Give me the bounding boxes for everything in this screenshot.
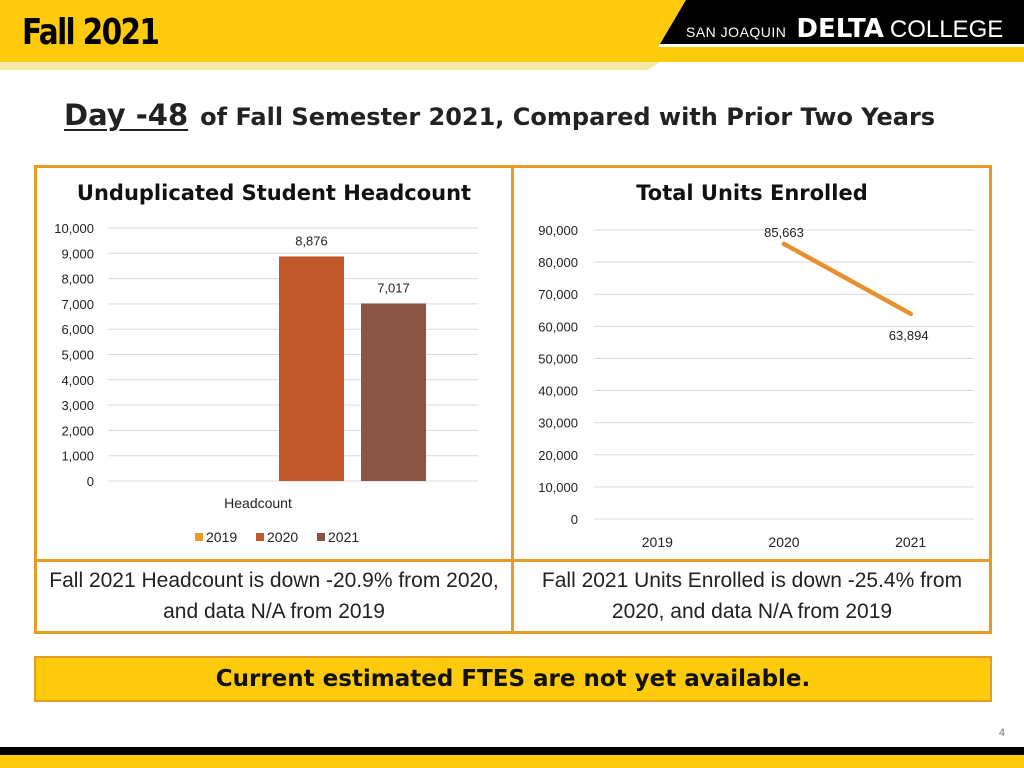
headcount-chart: 0 1,000 2,000 3,000 4,000 5,000 6,000 7,000 8,00… [54,221,478,545]
x-category-label: Headcount [224,495,292,511]
y-tick-label: 70,000 [538,287,578,302]
panel-divider-vertical [511,165,514,634]
x-tick-label: 2021 [895,534,926,550]
headcount-summary: Fall 2021 Headcount is down -20.9% from … [49,569,499,623]
legend-swatch-2020 [256,533,264,541]
data-label-2020: 8,876 [295,233,328,248]
y-tick-label: 0 [571,512,578,527]
x-tick-label: 2019 [642,534,673,550]
bar-2021 [361,303,426,481]
legend-label-2019: 2019 [206,529,237,545]
legend-label-2020: 2020 [267,529,298,545]
ftes-notice-text: Current estimated FTES are not yet avail… [215,666,811,692]
brand-main: DELTA [796,14,884,44]
footer-stripe-black [0,747,1024,755]
y-tick-label: 50,000 [538,351,578,366]
panel-divider-horizontal [34,559,992,562]
data-label-2021: 7,017 [377,280,410,295]
y-tick-label: 7,000 [61,297,94,312]
footer-stripe-yellow [0,755,1024,768]
brand-suffix: COLLEGE [889,16,1004,43]
day-label: Day -48 [64,98,189,132]
units-chart-title: Total Units Enrolled [636,181,868,205]
banner-background [0,0,1024,70]
y-tick-label: 5,000 [61,348,94,363]
headcount-chart-title: Unduplicated Student Headcount [76,181,472,205]
header-title: Fall 2021 [22,12,160,53]
y-tick-label: 0 [87,474,94,489]
y-tick-label: 3,000 [61,398,94,413]
data-point [782,241,786,246]
bar-2020 [279,256,344,481]
ftes-notice-bar: Current estimated FTES are not yet avail… [34,656,992,702]
brand-logo: SAN JOAQUIN DELTA COLLEGE [686,14,1003,44]
y-tick-label: 20,000 [538,448,578,463]
y-tick-label: 2,000 [61,423,94,438]
units-chart: 0 10,000 20,000 30,000 40,000 50,000 60,000 70,… [538,223,974,550]
y-tick-label: 6,000 [61,322,94,337]
units-summary: Fall 2021 Units Enrolled is down -25.4% … [541,569,963,623]
data-label: 85,663 [764,225,804,240]
subtitle-rest: of Fall Semester 2021, Compared with Pri… [200,103,936,131]
units-line [781,241,913,317]
y-tick-label: 10,000 [538,480,578,495]
brand-prefix: SAN JOAQUIN [686,24,787,40]
y-tick-label: 90,000 [538,223,578,238]
legend-label-2021: 2021 [328,529,359,545]
y-tick-label: 30,000 [538,416,578,431]
y-tick-label: 60,000 [538,319,578,334]
data-label: 63,894 [889,328,929,343]
y-tick-label: 9,000 [61,246,94,261]
data-point [908,311,913,316]
legend-swatch-2019 [195,533,203,541]
y-tick-label: 8,000 [61,272,94,287]
y-tick-label: 4,000 [61,373,94,388]
legend-swatch-2021 [317,533,325,541]
y-tick-label: 10,000 [54,221,94,236]
x-tick-label: 2020 [768,534,799,550]
header-banner: Fall 2021 SAN JOAQUIN DELTA COLLEGE [0,0,1024,70]
y-tick-label: 1,000 [61,449,94,464]
y-tick-label: 80,000 [538,255,578,270]
slide-subtitle: Day -48 of Fall Semester 2021, Compared … [64,98,935,138]
y-tick-label: 40,000 [538,384,578,399]
page-number: 4 [998,727,1005,739]
